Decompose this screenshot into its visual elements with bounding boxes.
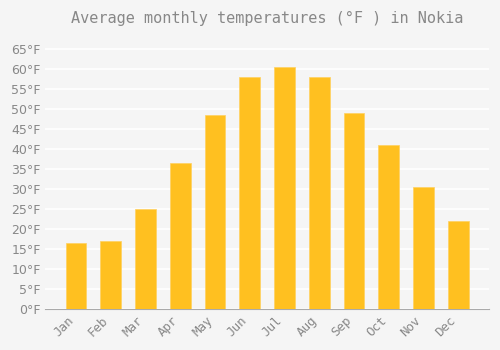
Bar [100,241,121,309]
Bar [170,163,190,309]
Title: Average monthly temperatures (°F ) in Nokia: Average monthly temperatures (°F ) in No… [71,11,464,26]
Bar [204,115,226,309]
Bar [344,113,364,309]
Bar [413,187,434,309]
Bar [135,209,156,309]
Bar [309,77,330,309]
Bar [378,145,399,309]
Bar [240,77,260,309]
Bar [66,243,86,309]
Bar [274,67,295,309]
Bar [448,221,468,309]
